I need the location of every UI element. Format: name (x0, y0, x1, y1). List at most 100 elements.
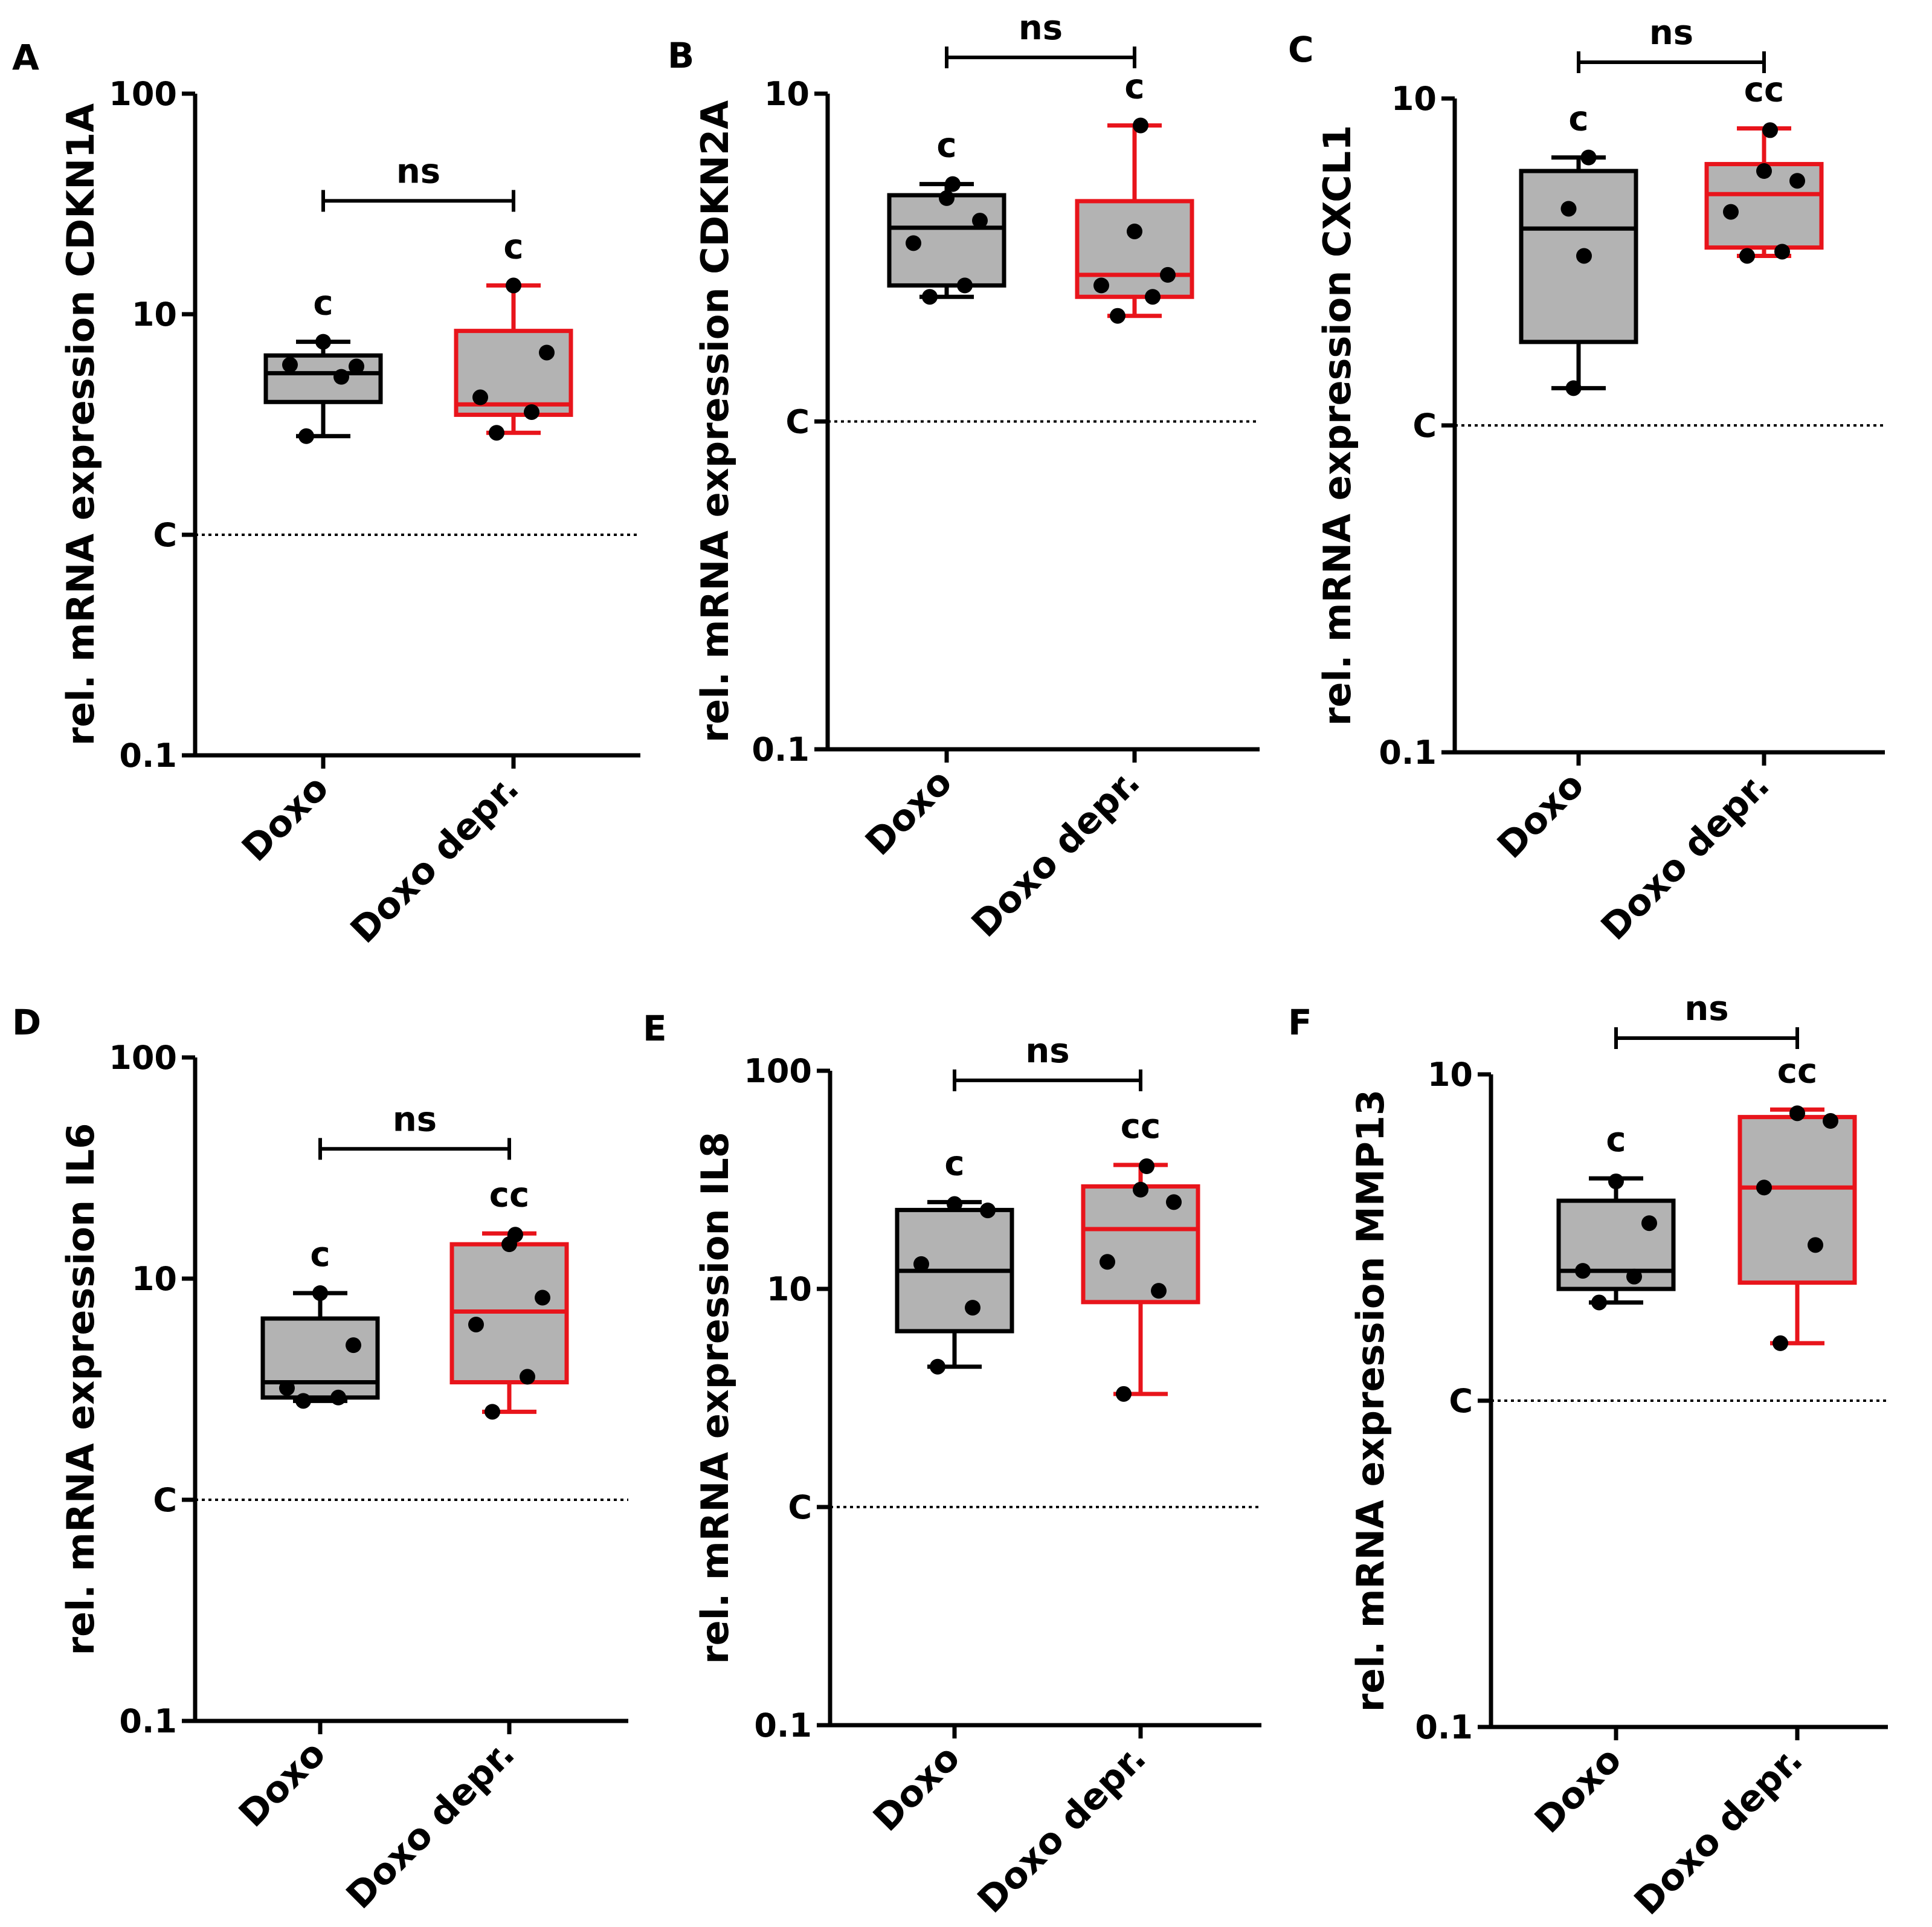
data-point (1591, 1294, 1607, 1311)
data-point (965, 1300, 980, 1316)
data-point (1560, 201, 1577, 217)
data-point (1774, 244, 1790, 260)
panel-letter: B (668, 35, 694, 76)
comparison-label: ns (1025, 1031, 1069, 1071)
y-axis-label: rel. mRNA expression IL6 (59, 1123, 103, 1656)
box-iqr (1519, 169, 1638, 344)
panel-letter: A (12, 37, 39, 78)
y-tick-label: 10 (767, 1270, 812, 1308)
significance-label: cc (489, 1175, 529, 1215)
y-axis-label: rel. mRNA expression CDKN2A (693, 100, 737, 743)
data-point (1575, 1263, 1591, 1279)
x-category-label: Doxo (231, 1732, 333, 1835)
significance-label: c (1606, 1120, 1626, 1160)
x-category-label: Doxo (234, 767, 336, 870)
data-point (957, 277, 973, 294)
y-tick-label: 10 (1391, 80, 1437, 118)
data-point (1739, 248, 1755, 264)
y-tick-label: C (1412, 407, 1437, 445)
comparison-label: ns (1649, 13, 1693, 53)
panel-letter: F (1288, 1002, 1312, 1043)
y-tick-label: 100 (109, 1039, 177, 1077)
y-tick-label: 10 (132, 1260, 177, 1298)
x-category-label: Doxo (1527, 1738, 1629, 1841)
data-point (279, 1380, 295, 1396)
data-point (333, 369, 349, 385)
data-point (972, 213, 988, 229)
data-point (1808, 1237, 1823, 1253)
data-point (913, 1256, 929, 1272)
data-point (539, 344, 555, 361)
x-category-label: Doxo (865, 1737, 968, 1839)
x-category-label: Doxo depr. (343, 767, 527, 952)
box-group-doxo: c (895, 1144, 1014, 1375)
data-point (472, 389, 488, 405)
data-point (1773, 1335, 1788, 1351)
data-point (906, 235, 921, 251)
data-point (1823, 1113, 1838, 1129)
y-tick-label: 0.1 (754, 1706, 812, 1745)
data-point (485, 1404, 500, 1420)
data-point (1756, 163, 1772, 179)
significance-label: c (1568, 100, 1588, 139)
significance-label: c (503, 227, 523, 266)
y-tick-label: C (153, 1481, 177, 1519)
x-category-label: Doxo depr. (338, 1732, 523, 1917)
y-tick-label: 100 (109, 75, 177, 113)
box-group-doxo-depr: cc (1081, 1107, 1200, 1402)
data-point (330, 1389, 346, 1406)
data-point (1789, 173, 1805, 189)
data-point (315, 334, 331, 350)
data-point (930, 1358, 945, 1375)
data-point (1565, 380, 1582, 396)
y-axis-label: rel. mRNA expression CXCL1 (1315, 125, 1359, 726)
data-point (535, 1290, 550, 1306)
x-category-label: Doxo (1489, 764, 1592, 867)
box-group-doxo: c (1556, 1120, 1676, 1311)
y-tick-label: 0.1 (1415, 1708, 1473, 1746)
data-point (922, 289, 938, 305)
box-iqr (1556, 1198, 1676, 1291)
x-category-label: Doxo depr. (964, 761, 1148, 946)
box-group-doxo-depr: cc (1737, 1051, 1857, 1351)
y-tick-label: 0.1 (119, 737, 177, 775)
y-axis-label: rel. mRNA expression CDKN1A (59, 103, 103, 746)
y-axis-label: rel. mRNA expression IL8 (693, 1132, 737, 1664)
box-iqr (1737, 1115, 1857, 1285)
y-tick-label: C (785, 403, 810, 441)
box-group-doxo: c (1519, 100, 1638, 396)
box-group-doxo: c (887, 126, 1006, 305)
data-point (1133, 117, 1148, 134)
significance-label: c (936, 126, 956, 166)
significance-label: c (944, 1144, 964, 1183)
comparison-label: ns (396, 152, 440, 191)
data-point (1100, 1254, 1115, 1270)
x-category-label: Doxo depr. (1593, 764, 1778, 949)
significance-label: cc (1777, 1051, 1817, 1091)
data-point (1626, 1268, 1642, 1285)
panel-letter: D (12, 1002, 41, 1043)
data-point (1151, 1283, 1167, 1299)
data-point (1093, 277, 1109, 294)
significance-label: cc (1744, 71, 1784, 110)
data-point (1608, 1173, 1624, 1190)
data-point (506, 277, 521, 294)
data-point (507, 1227, 523, 1243)
data-point (298, 428, 314, 444)
data-point (346, 1337, 361, 1354)
box-group-doxo: c (260, 1235, 380, 1409)
panel-letter: C (1288, 29, 1314, 70)
significance-label: c (1124, 68, 1144, 107)
significance-label: cc (1121, 1107, 1161, 1146)
data-point (1110, 308, 1125, 324)
y-tick-label: 0.1 (1379, 734, 1437, 772)
data-point (945, 176, 961, 192)
box-group-doxo-depr: c (454, 227, 573, 441)
y-axis-label: rel. mRNA expression MMP13 (1348, 1089, 1393, 1712)
box-iqr (454, 329, 573, 417)
data-point (1127, 223, 1142, 239)
y-tick-label: C (153, 516, 177, 554)
